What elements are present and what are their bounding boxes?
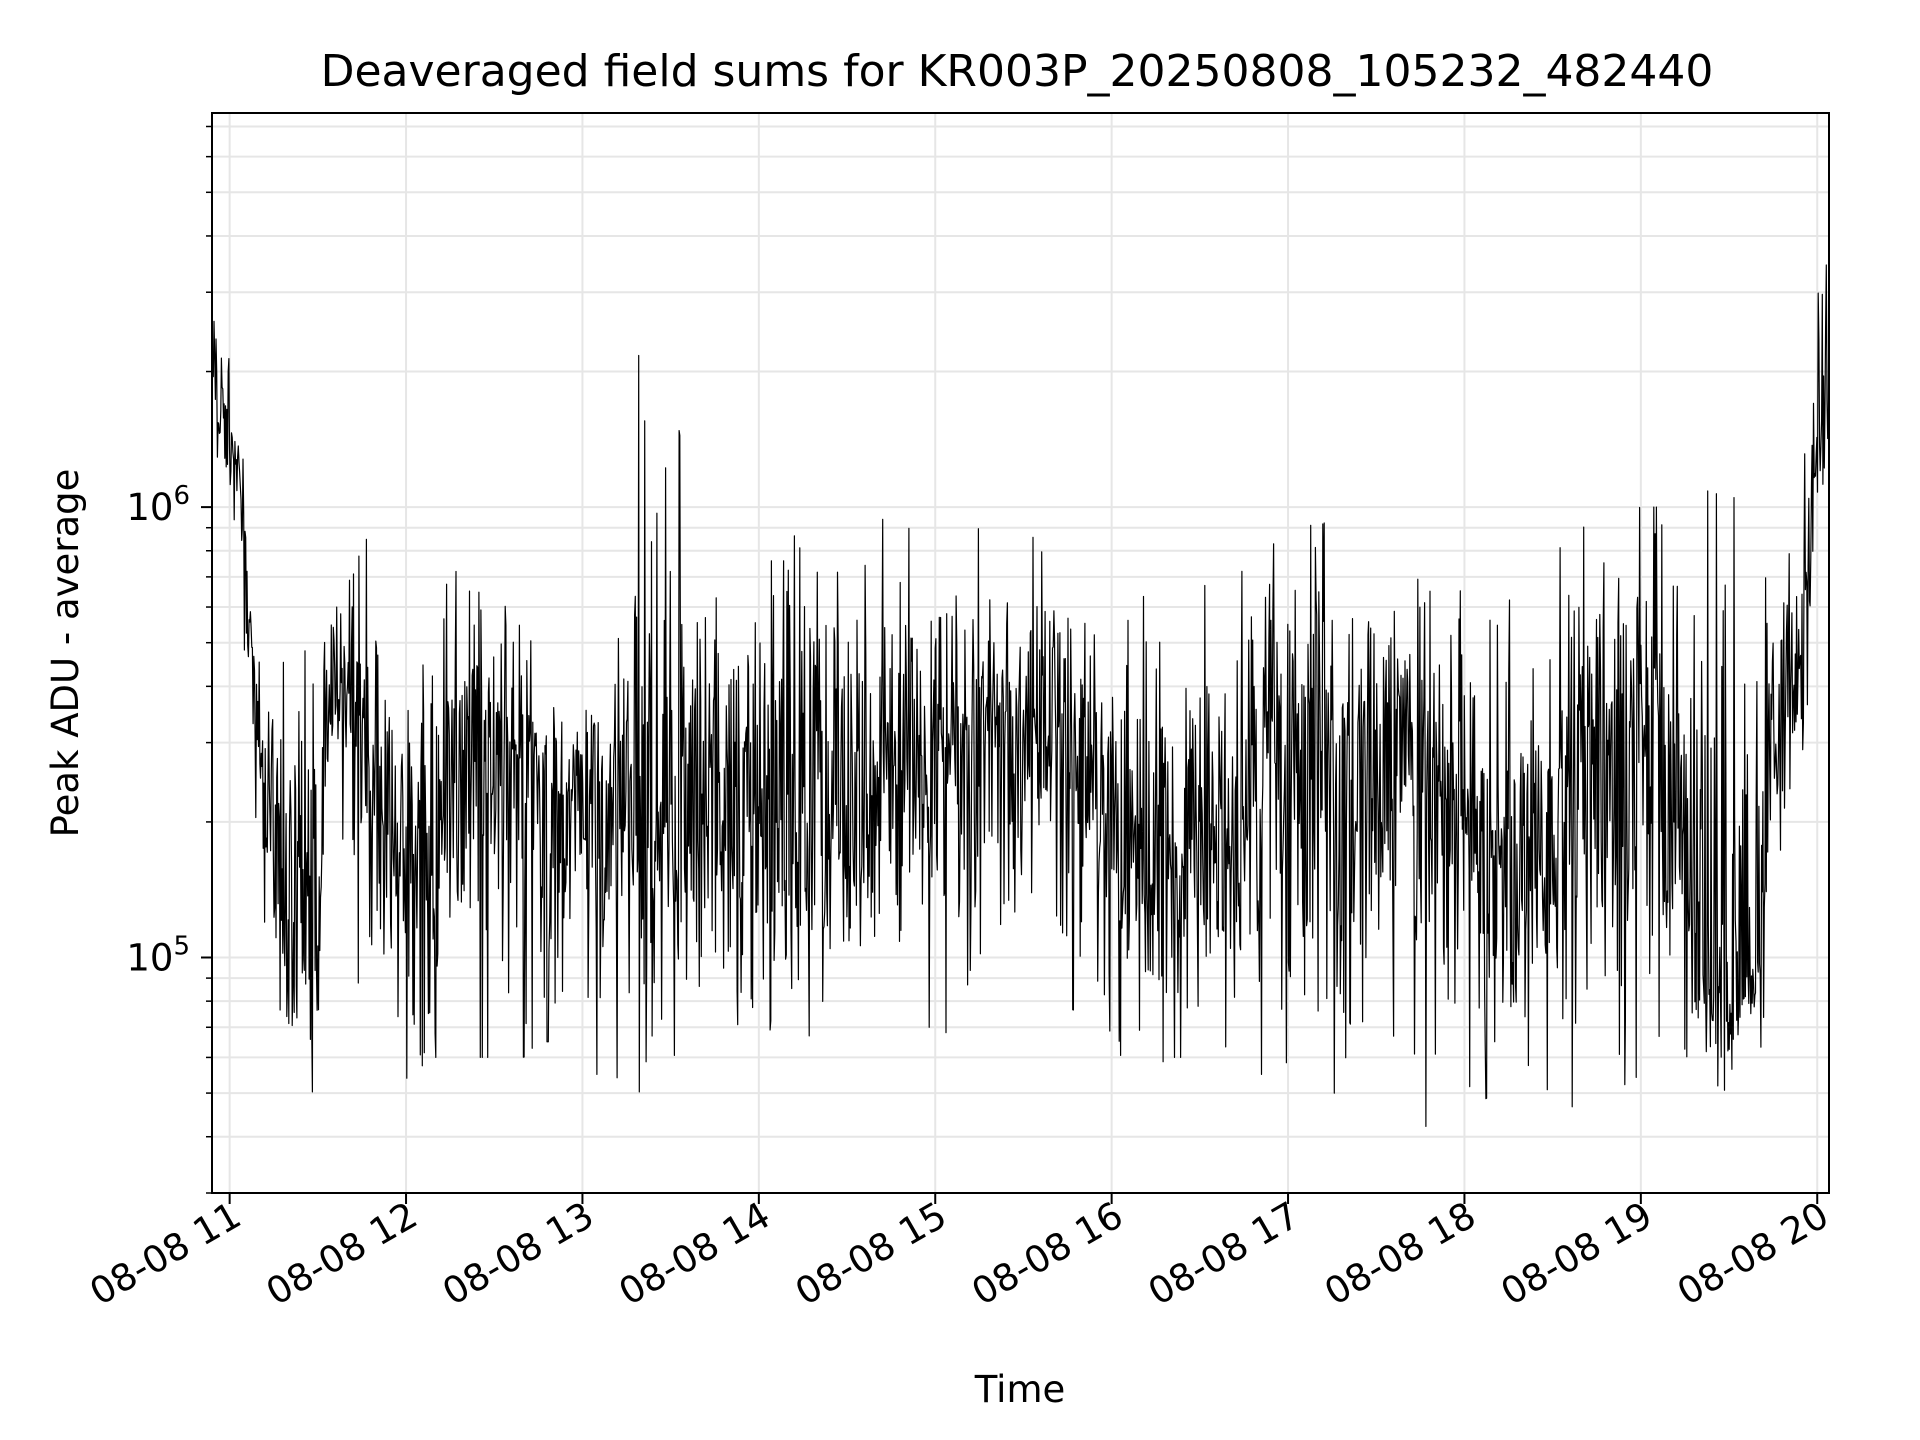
chart-title: Deaveraged field sums for KR003P_2025080… [321, 46, 1714, 97]
series-layer [211, 263, 1830, 1128]
y-tick-base: 10 [126, 937, 173, 980]
x-axis-label: Time [974, 1368, 1066, 1411]
y-tick-label: 106 [126, 481, 190, 529]
series-line [211, 263, 1830, 1128]
y-tick-exponent: 6 [173, 481, 190, 511]
y-tick-exponent: 5 [173, 932, 190, 962]
y-axis-label: Peak ADU - average [44, 469, 87, 838]
y-tick-base: 10 [126, 486, 173, 529]
plot-frame [211, 112, 1830, 1194]
y-tick-label: 105 [126, 932, 190, 980]
